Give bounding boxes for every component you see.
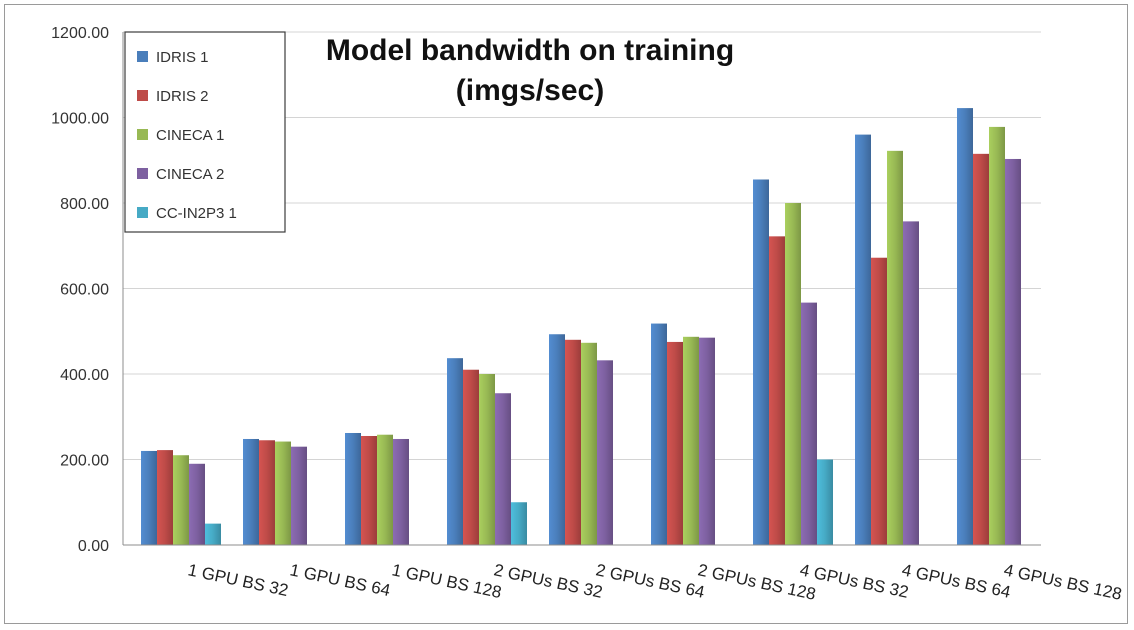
bar-cc-in2p3-1-3 [511,502,527,545]
bar-cineca-2-1 [291,446,307,545]
legend-swatch [137,51,148,62]
x-axis [122,32,1041,546]
x-tick-label: 1 GPU BS 128 [390,560,503,602]
x-tick-label: 4 GPUs BS 128 [1002,560,1123,604]
bar-cineca-1-6 [785,203,801,545]
x-tick-label: 1 GPU BS 32 [186,560,290,600]
bar-idris-2-2 [361,435,377,545]
bar-cineca-2-5 [699,337,715,545]
bar-cineca-2-0 [189,463,205,545]
x-tick-label: 4 GPUs BS 64 [900,560,1012,602]
bar-idris-1-2 [345,432,361,545]
y-tick-label: 400.00 [60,367,109,384]
bar-idris-1-5 [651,323,667,545]
bar-idris-1-8 [957,108,973,545]
bar-idris-2-4 [565,339,581,545]
legend-entry: CINECA 2 [156,166,224,183]
legend-swatch [137,168,148,179]
bar-idris-1-4 [549,334,565,545]
y-tick-label: 1000.00 [51,111,109,128]
bar-idris-1-0 [141,450,157,545]
y-axis-ticks: 0.00 200.00 400.00 600.00 800.00 1000.00 1200.… [51,25,109,555]
bar-cc-in2p3-1-0 [205,523,221,545]
legend: IDRIS 1 IDRIS 2 CINECA 1 CINECA 2 CC-IN2P3 1 [124,31,286,233]
bar-cc-in2p3-1-6 [817,459,833,545]
bar-cineca-2-8 [1005,158,1021,545]
bar-idris-1-6 [753,179,769,546]
bar-idris-2-7 [871,257,887,545]
bar-chart: 0.00 200.00 400.00 600.00 800.00 1000.00 1200.… [51,25,1123,604]
bar-cineca-2-7 [903,221,919,545]
x-tick-label: 2 GPUs BS 32 [492,560,604,602]
bar-idris-1-3 [447,358,463,545]
y-tick-label: 0.00 [78,538,109,555]
legend-swatch [137,129,148,140]
x-tick-label: 2 GPUs BS 64 [594,560,706,602]
legend-swatch [137,207,148,218]
chart-frame: 0.00 200.00 400.00 600.00 800.00 1000.00 1200.… [4,4,1128,624]
bar-cineca-2-6 [801,302,817,545]
legend-swatch [137,90,148,101]
bar-idris-1-1 [243,438,259,545]
bar-cineca-1-3 [479,374,495,545]
chart-title-line: Model bandwidth on training [326,34,734,67]
bar-cineca-1-7 [887,150,903,545]
legend-entry: IDRIS 1 [156,49,209,66]
legend-entry: IDRIS 2 [156,88,209,105]
legend-entry: CC-IN2P3 1 [156,205,237,222]
bar-idris-2-3 [463,369,479,545]
bar-idris-2-0 [157,450,173,545]
legend-entry: CINECA 1 [156,127,224,144]
bar-idris-1-7 [855,134,871,545]
bar-cineca-1-4 [581,342,597,545]
bar-idris-2-8 [973,153,989,545]
bar-cineca-2-2 [393,438,409,545]
bar-cineca-1-5 [683,336,699,545]
bar-cineca-1-1 [275,441,291,545]
x-tick-label: 2 GPUs BS 128 [696,560,817,604]
y-tick-label: 800.00 [60,196,109,213]
bar-idris-2-5 [667,341,683,545]
bar-cineca-2-3 [495,393,511,545]
y-tick-label: 600.00 [60,282,109,299]
bar-cineca-2-4 [597,360,613,545]
y-tick-label: 200.00 [60,453,109,470]
y-tick-label: 1200.00 [51,25,109,42]
bar-idris-2-6 [769,236,785,545]
x-tick-label: 1 GPU BS 64 [288,560,392,600]
chart-title-line: (imgs/sec) [456,74,604,107]
bar-cineca-1-2 [377,434,393,545]
legend-box [124,31,286,233]
chart-title: Model bandwidth on training (imgs/sec) [326,34,734,107]
bars [141,108,1021,546]
bar-idris-2-1 [259,440,275,545]
bar-cineca-1-8 [989,126,1005,545]
bar-cineca-1-0 [173,455,189,545]
